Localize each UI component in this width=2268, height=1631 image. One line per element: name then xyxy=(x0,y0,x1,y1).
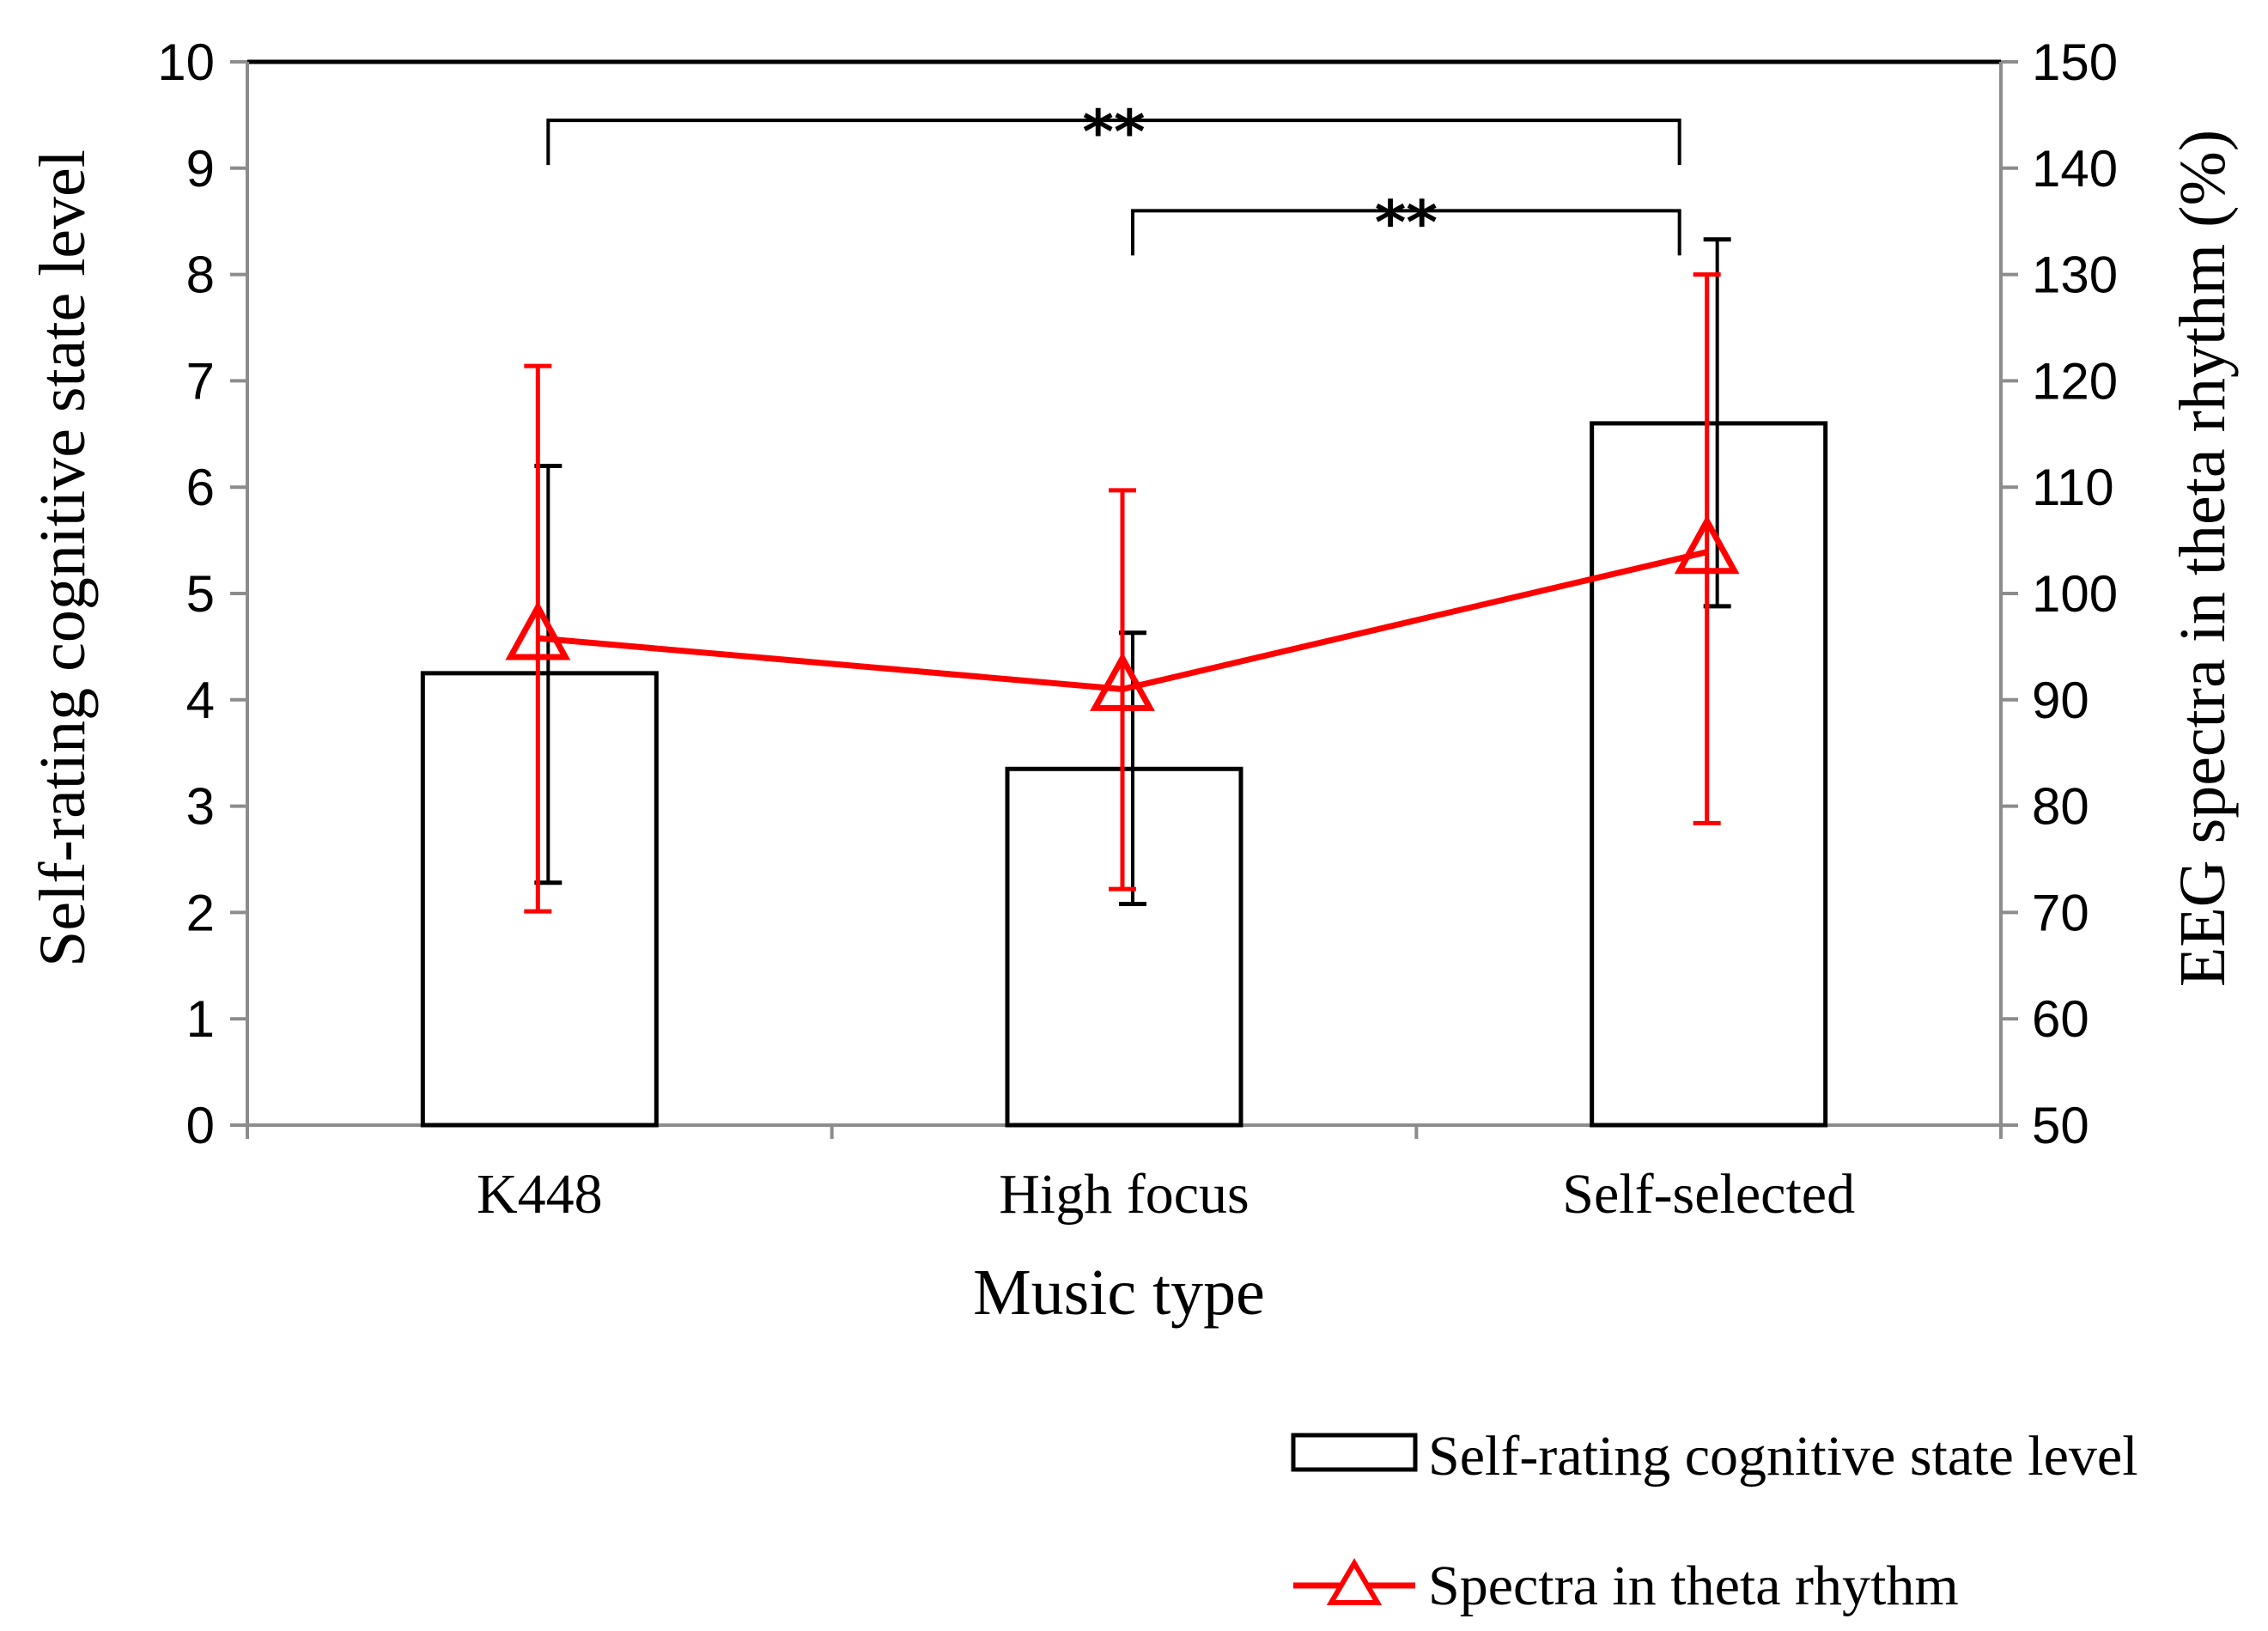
legend-bar-label: Self-rating cognitive state level xyxy=(1428,1425,2138,1488)
right-tick-label: 50 xyxy=(2032,1097,2089,1154)
legend-line-label: Spectra in theta rhythm xyxy=(1428,1555,1959,1617)
significance-layer: ** ** xyxy=(546,97,1681,258)
left-tick-label: 4 xyxy=(186,672,215,729)
right-tick-label: 110 xyxy=(2032,459,2114,516)
right-tick-label: 140 xyxy=(2032,140,2118,198)
significance-bracket xyxy=(1131,209,1681,256)
right-tick-label: 120 xyxy=(2032,352,2118,410)
left-axis-ticks: 0 1 2 3 4 5 6 7 8 9 10 xyxy=(157,33,247,1154)
left-tick-label: 0 xyxy=(186,1097,215,1154)
right-tick-label: 100 xyxy=(2032,565,2118,623)
significance-label: ** xyxy=(1082,97,1145,167)
significance-bracket xyxy=(546,119,1681,166)
theta-triangle-marker xyxy=(1674,514,1740,575)
right-axis-title: EEG spectra in theta rhythm (%) xyxy=(2167,130,2239,987)
left-tick-label: 2 xyxy=(186,884,215,941)
theta-triangle-marker xyxy=(505,600,571,660)
left-tick-label: 9 xyxy=(186,140,215,198)
right-tick-label: 80 xyxy=(2032,778,2089,836)
right-tick-label: 130 xyxy=(2032,246,2118,304)
bar-error-layer xyxy=(534,237,1731,906)
right-tick-label: 150 xyxy=(2032,33,2118,91)
left-tick-label: 5 xyxy=(186,565,215,623)
left-tick-label: 7 xyxy=(186,352,215,410)
theta-series-line xyxy=(538,549,1708,692)
significance-label: ** xyxy=(1375,187,1438,258)
legend-triangle-icon xyxy=(1326,1558,1383,1605)
right-tick-label: 60 xyxy=(2032,990,2089,1048)
theta-triangle-marker xyxy=(1090,652,1155,711)
right-axis-ticks: 50 60 70 80 90 100 110 120 130 140 150 xyxy=(2001,33,2118,1154)
left-tick-label: 3 xyxy=(186,778,215,836)
legend: Self-rating cognitive state level Spectr… xyxy=(1291,1425,2138,1617)
legend-bar-swatch xyxy=(1291,1433,1418,1472)
category-label: K448 xyxy=(477,1163,603,1226)
line-layer xyxy=(505,514,1740,711)
left-tick-label: 6 xyxy=(186,459,215,516)
category-label: High focus xyxy=(999,1163,1249,1226)
left-tick-label: 10 xyxy=(157,33,215,91)
right-tick-label: 90 xyxy=(2032,672,2089,729)
x-axis-title: Music type xyxy=(973,1257,1265,1329)
left-tick-label: 8 xyxy=(186,246,215,304)
category-label: Self-selected xyxy=(1562,1163,1855,1226)
left-tick-label: 1 xyxy=(186,990,215,1048)
left-axis-title: Self-rating cognitive state level xyxy=(27,149,99,967)
right-tick-label: 70 xyxy=(2032,884,2089,941)
category-labels: K448 High focus Self-selected xyxy=(477,1163,1855,1226)
